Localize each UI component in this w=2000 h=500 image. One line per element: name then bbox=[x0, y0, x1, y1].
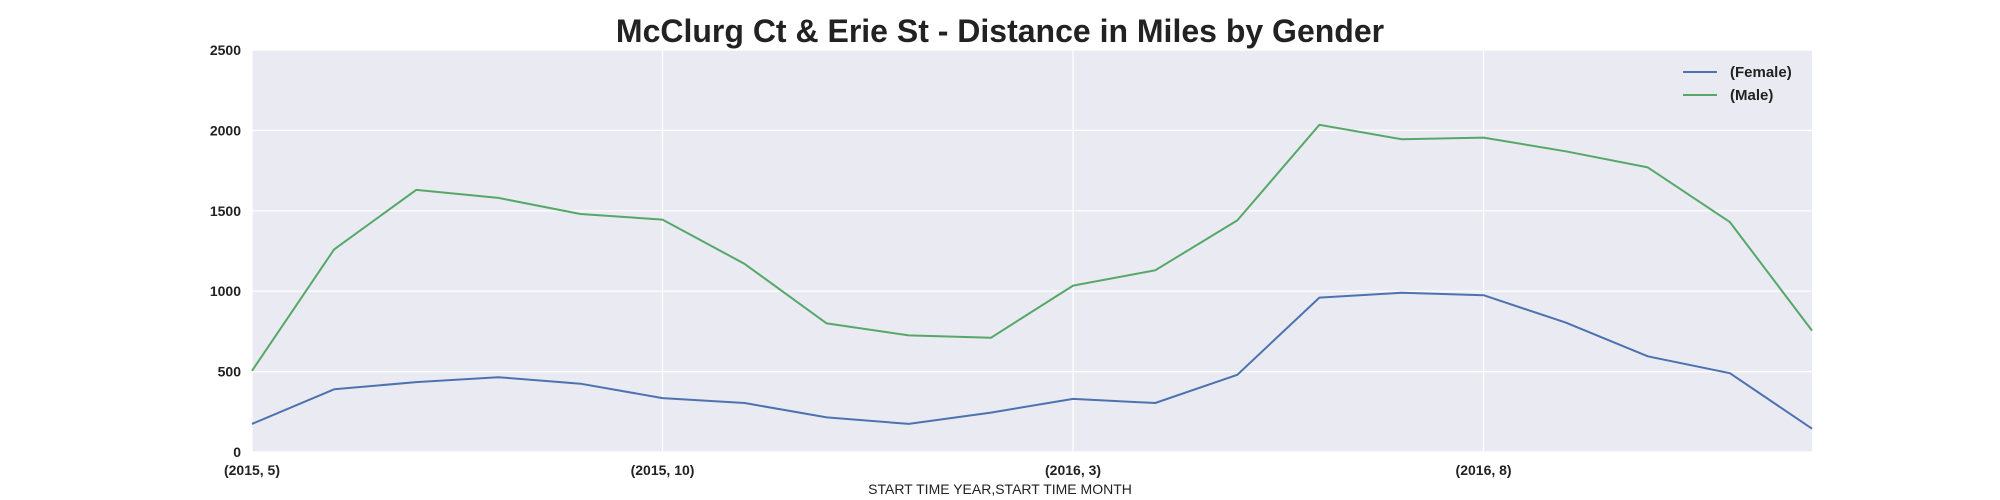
series-line-female bbox=[251, 291, 1813, 430]
x-tick-label: (2016, 3) bbox=[1045, 462, 1101, 478]
plot-area bbox=[252, 50, 1812, 452]
y-tick-label: 500 bbox=[218, 364, 242, 380]
series-lines bbox=[251, 123, 1813, 430]
x-axis-label: START TIME YEAR,START TIME MONTH bbox=[868, 481, 1132, 497]
x-axis-ticks: (2015, 5) (2015, 10) (2016, 3) (2016, 8) bbox=[224, 462, 1512, 478]
x-tick-label: (2016, 8) bbox=[1456, 462, 1512, 478]
y-tick-label: 0 bbox=[233, 444, 241, 460]
x-tick-label: (2015, 10) bbox=[631, 462, 695, 478]
legend: (Female) (Male) bbox=[1683, 64, 1792, 104]
chart-title: McClurg Ct & Erie St - Distance in Miles… bbox=[616, 13, 1384, 49]
x-tick-label: (2015, 5) bbox=[224, 462, 280, 478]
y-tick-label: 1000 bbox=[210, 283, 241, 299]
series-line-male bbox=[251, 123, 1813, 372]
legend-label: (Female) bbox=[1730, 64, 1792, 81]
grid-lines bbox=[251, 49, 1812, 453]
y-tick-label: 2000 bbox=[210, 122, 241, 138]
y-tick-label: 2500 bbox=[210, 42, 241, 58]
y-axis-ticks: 0 500 1000 1500 2000 2500 bbox=[210, 42, 241, 460]
y-tick-label: 1500 bbox=[210, 203, 241, 219]
legend-label: (Male) bbox=[1730, 87, 1773, 104]
